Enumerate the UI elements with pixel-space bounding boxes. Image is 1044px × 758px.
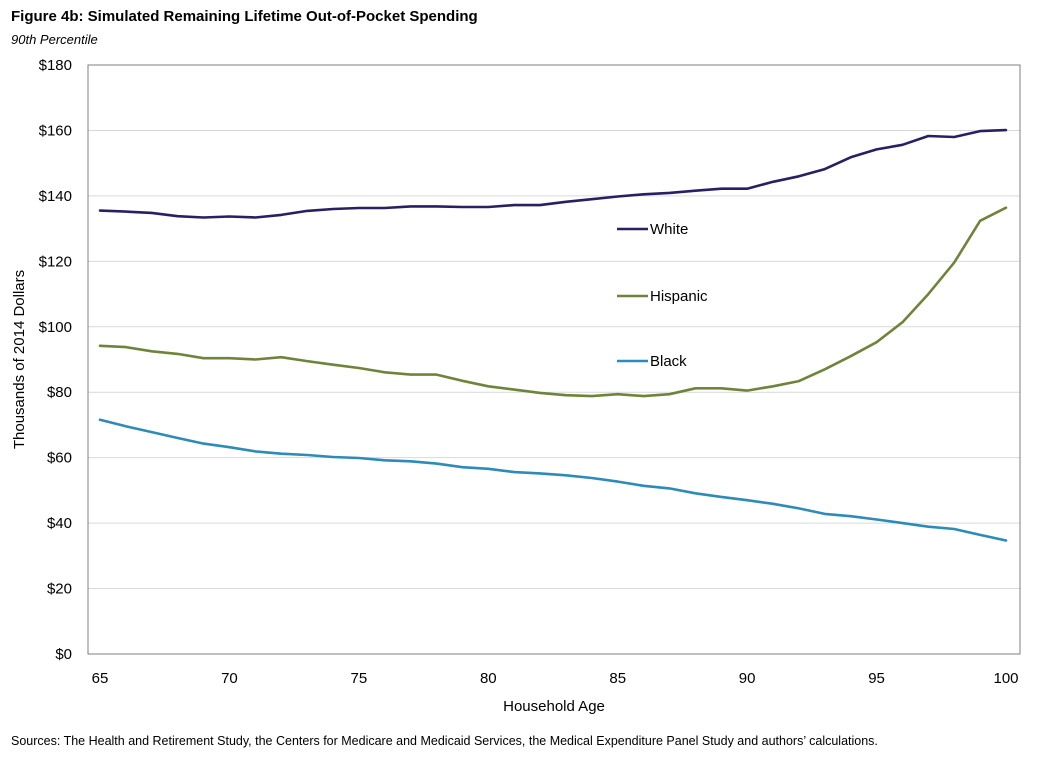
y-axis-ticks: $0 $20 $40 $60 $80 $100 $120 $140 $160 $180 <box>39 57 72 663</box>
y-tick-label: $100 <box>39 319 72 336</box>
x-tick-label: 70 <box>221 670 238 687</box>
chart-subtitle: 90th Percentile <box>11 32 98 47</box>
y-tick-label: $60 <box>47 450 72 467</box>
x-tick-label: 85 <box>609 670 626 687</box>
y-tick-label: $80 <box>47 384 72 401</box>
x-tick-label: 80 <box>480 670 497 687</box>
x-tick-label: 100 <box>993 670 1018 687</box>
x-tick-label: 90 <box>739 670 756 687</box>
series-line-black <box>98 418 1008 542</box>
legend-label-black: Black <box>650 353 687 370</box>
legend-label-white: White <box>650 221 688 238</box>
y-tick-label: $20 <box>47 581 72 598</box>
plot-frame <box>87 64 1021 655</box>
series-line-white <box>98 128 1008 219</box>
y-tick-label: $0 <box>55 646 72 663</box>
x-axis-label: Household Age <box>503 698 605 715</box>
y-tick-label: $180 <box>39 57 72 74</box>
chart-title: Figure 4b: Simulated Remaining Lifetime … <box>11 8 478 25</box>
series-line-hispanic <box>98 206 1008 398</box>
x-tick-label: 95 <box>868 670 885 687</box>
source-note: Sources: The Health and Retirement Study… <box>11 734 878 748</box>
y-tick-label: $40 <box>47 515 72 532</box>
series-lines <box>98 128 1008 542</box>
y-tick-label: $160 <box>39 122 72 139</box>
legend: White Hispanic Black <box>617 221 708 370</box>
y-tick-label: $140 <box>39 188 72 205</box>
x-tick-label: 75 <box>351 670 368 687</box>
gridlines <box>88 129 1020 590</box>
legend-label-hispanic: Hispanic <box>650 288 708 305</box>
x-axis-ticks: 65 70 75 80 85 90 95 100 <box>92 670 1019 687</box>
x-tick-label: 65 <box>92 670 109 687</box>
y-tick-label: $120 <box>39 253 72 270</box>
y-axis-label: Thousands of 2014 Dollars <box>11 270 28 449</box>
